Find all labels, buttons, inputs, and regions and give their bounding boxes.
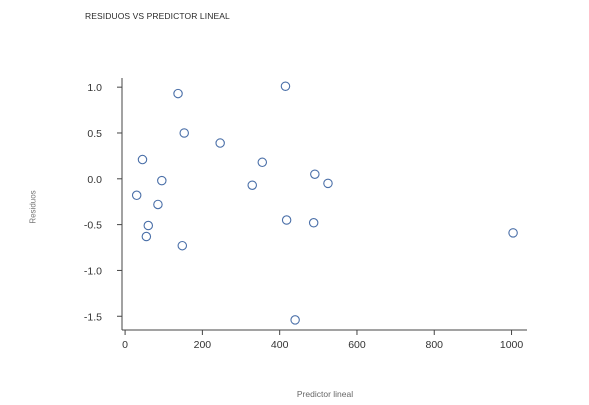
data-point <box>177 240 188 251</box>
x-axis-label: Predictor lineal <box>296 389 354 399</box>
data-point <box>290 315 300 325</box>
data-point <box>280 81 291 91</box>
x-tick-label: 200 <box>194 339 212 351</box>
data-point <box>153 199 163 210</box>
data-point <box>179 128 189 138</box>
x-tick-label: 0 <box>122 339 128 351</box>
data-point <box>247 180 257 190</box>
chart-title: RESIDUOS VS PREDICTOR LINEAL <box>85 11 230 21</box>
data-points <box>131 81 518 325</box>
x-tick-label: 1000 <box>500 339 524 351</box>
x-tick-label: 800 <box>425 339 443 351</box>
y-tick-label: -1.0 <box>84 265 102 277</box>
data-point <box>308 218 319 228</box>
data-point <box>257 157 268 168</box>
y-tick-label: 0.0 <box>87 174 102 186</box>
axes <box>121 78 527 331</box>
y-tick-label: -1.5 <box>84 311 102 323</box>
data-point <box>310 169 320 179</box>
data-point <box>281 215 292 225</box>
y-tick-label: -0.5 <box>84 220 102 232</box>
data-point <box>215 138 225 148</box>
x-tick-label: 600 <box>348 339 366 351</box>
data-point <box>508 228 518 238</box>
data-point <box>323 178 333 189</box>
data-point <box>173 88 183 99</box>
data-point <box>137 154 148 165</box>
data-point <box>131 190 142 201</box>
y-tick-label: 1.0 <box>87 82 102 94</box>
data-point <box>143 220 154 231</box>
y-tick-label: 0.5 <box>87 128 102 140</box>
ticks: 1.0 0.5 0.0 -0.5 -1.0 -1.5 0 200 400 600 800 1000 <box>84 82 523 351</box>
data-point <box>157 175 167 186</box>
x-tick-label: 400 <box>271 339 289 351</box>
data-point <box>141 231 152 242</box>
